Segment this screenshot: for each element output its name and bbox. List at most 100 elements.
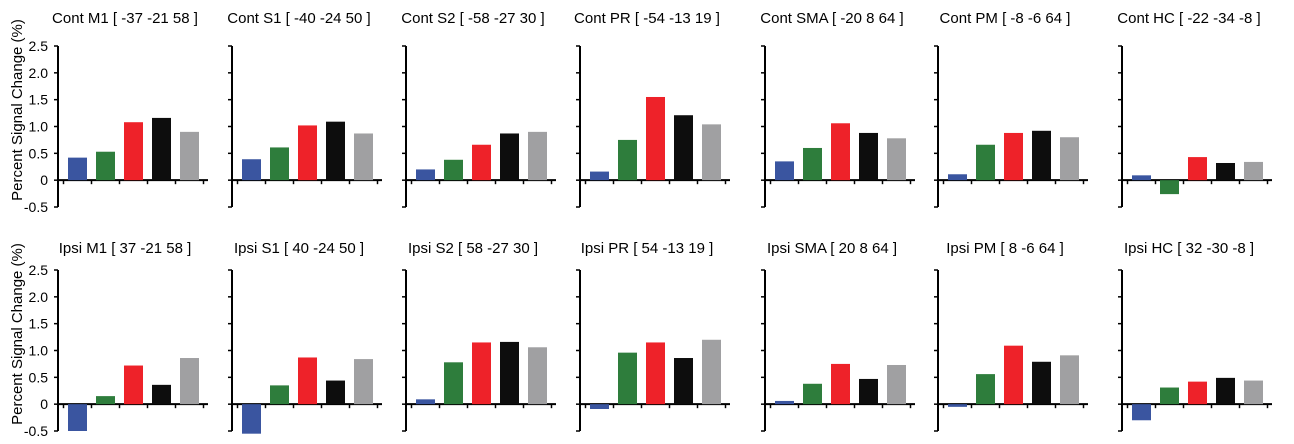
y-tick-label: -0.5	[24, 199, 48, 215]
bar-condition-2	[976, 374, 995, 405]
bar-condition-2	[96, 396, 115, 405]
panel-cont-4: Cont SMA [ -20 8 64 ]	[760, 10, 915, 208]
y-tick-label: 0.5	[29, 145, 49, 161]
bar-condition-3	[124, 122, 143, 181]
bar-condition-2	[1160, 387, 1179, 405]
bar-condition-3	[1004, 345, 1023, 405]
bar-condition-4	[326, 121, 345, 181]
bar-condition-3	[1188, 157, 1207, 181]
y-tick-label: 2.0	[29, 289, 49, 305]
bar-condition-1	[242, 404, 261, 434]
bar-condition-4	[1032, 361, 1051, 405]
y-tick-label: -0.5	[24, 423, 48, 439]
bar-condition-4	[326, 380, 345, 405]
panel-title: Cont SMA [ -20 8 64 ]	[760, 10, 903, 27]
bar-condition-1	[68, 404, 87, 431]
bar-condition-2	[803, 147, 822, 181]
bar-condition-5	[702, 124, 721, 181]
bar-condition-3	[472, 144, 491, 181]
bar-condition-4	[859, 132, 878, 181]
bar-condition-1	[590, 171, 609, 181]
bar-condition-2	[270, 385, 289, 405]
panel-title: Ipsi S1 [ 40 -24 50 ]	[234, 240, 364, 257]
panel-cont-3: Cont PR [ -54 -13 19 ]	[574, 10, 730, 208]
bar-condition-2	[618, 139, 637, 181]
bar-condition-1	[775, 400, 794, 405]
bar-condition-5	[354, 359, 373, 405]
y-axis-label-bottom: Percent Signal Change (%)	[9, 243, 26, 425]
bar-condition-4	[674, 358, 693, 405]
bar-condition-3	[472, 342, 491, 405]
bar-condition-3	[1004, 132, 1023, 181]
bar-condition-5	[1244, 161, 1263, 181]
bar-condition-5	[180, 131, 199, 181]
bar-condition-3	[831, 123, 850, 181]
bar-condition-4	[674, 115, 693, 181]
bar-condition-2	[96, 151, 115, 181]
bar-condition-2	[1160, 180, 1179, 195]
y-tick-label: 0.5	[29, 369, 49, 385]
bar-condition-5	[1244, 380, 1263, 405]
panel-title: Cont PR [ -54 -13 19 ]	[574, 10, 720, 27]
bar-condition-1	[68, 157, 87, 181]
bar-condition-5	[887, 364, 906, 405]
panel-cont-5: Cont PM [ -8 -6 64 ]	[934, 10, 1088, 208]
bar-condition-5	[1060, 355, 1079, 405]
y-tick-label: 2.0	[29, 65, 49, 81]
y-tick-label: 0	[40, 396, 48, 412]
panel-cont-0: Cont M1 [ -37 -21 58 ]2.5 2.0 1.5 1.0 0.5 0 -0…	[24, 10, 208, 215]
bar-condition-5	[1060, 137, 1079, 181]
y-tick-label: 1.0	[29, 119, 49, 135]
bar-condition-1	[242, 159, 261, 181]
bar-condition-1	[590, 404, 609, 409]
bar-condition-5	[528, 131, 547, 181]
bar-condition-3	[831, 363, 850, 405]
bar-condition-1	[948, 174, 967, 181]
y-tick-label: 0	[40, 172, 48, 188]
bar-condition-3	[124, 365, 143, 405]
panel-title: Ipsi PR [ 54 -13 19 ]	[581, 240, 714, 257]
bar-condition-5	[354, 133, 373, 181]
bar-condition-5	[702, 339, 721, 405]
bar-condition-4	[152, 384, 171, 405]
y-tick-label: 2.5	[29, 262, 49, 278]
y-tick-label: 2.5	[29, 38, 49, 54]
panel-title: Ipsi HC [ 32 -30 -8 ]	[1124, 240, 1254, 257]
panel-title: Ipsi M1 [ 37 -21 58 ]	[59, 240, 192, 257]
bar-condition-4	[1216, 162, 1235, 181]
panel-title: Cont PM [ -8 -6 64 ]	[940, 10, 1071, 27]
bar-condition-5	[180, 358, 199, 405]
bar-condition-2	[618, 352, 637, 405]
panel-ipsi-2: Ipsi S2 [ 58 -27 30 ]	[402, 240, 556, 432]
panel-title: Ipsi SMA [ 20 8 64 ]	[767, 240, 897, 257]
bar-condition-4	[1216, 377, 1235, 405]
y-tick-label: 1.0	[29, 343, 49, 359]
panel-title: Cont S2 [ -58 -27 30 ]	[401, 10, 544, 27]
panel-ipsi-0: Ipsi M1 [ 37 -21 58 ] 2.5 2.0 1.5 1.0 0.5 0 -0.…	[24, 240, 208, 439]
y-tick-label: 1.5	[29, 92, 49, 108]
panel-ipsi-3: Ipsi PR [ 54 -13 19 ]	[576, 240, 730, 432]
panel-grid: Cont M1 [ -37 -21 58 ]2.52.01.51.00.50-0…	[24, 10, 1272, 439]
panel-ipsi-5: Ipsi PM [ 8 -6 64 ]	[934, 240, 1088, 432]
bar-condition-4	[859, 378, 878, 405]
panel-cont-1: Cont S1 [ -40 -24 50 ]	[227, 10, 382, 208]
panel-title: Cont HC [ -22 -34 -8 ]	[1117, 10, 1260, 27]
bar-condition-1	[1132, 175, 1151, 181]
bar-condition-2	[803, 383, 822, 405]
bar-condition-3	[298, 125, 317, 181]
panel-title: Cont S1 [ -40 -24 50 ]	[227, 10, 370, 27]
bar-condition-4	[500, 341, 519, 405]
bar-condition-3	[646, 342, 665, 405]
panel-cont-2: Cont S2 [ -58 -27 30 ]	[401, 10, 556, 208]
bar-condition-2	[444, 362, 463, 405]
bar-condition-2	[270, 147, 289, 181]
panel-cont-6: Cont HC [ -22 -34 -8 ]	[1117, 10, 1272, 208]
bar-condition-4	[152, 117, 171, 181]
y-tick-label: 1.5	[29, 316, 49, 332]
panel-ipsi-1: Ipsi S1 [ 40 -24 50 ]	[228, 240, 382, 434]
bar-condition-2	[444, 159, 463, 181]
bar-condition-4	[1032, 130, 1051, 181]
bar-condition-5	[887, 138, 906, 181]
panel-title: Cont M1 [ -37 -21 58 ]	[52, 10, 198, 27]
